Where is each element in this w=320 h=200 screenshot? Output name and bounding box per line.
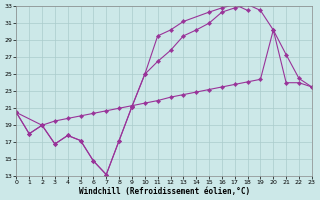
X-axis label: Windchill (Refroidissement éolien,°C): Windchill (Refroidissement éolien,°C) [78,187,250,196]
